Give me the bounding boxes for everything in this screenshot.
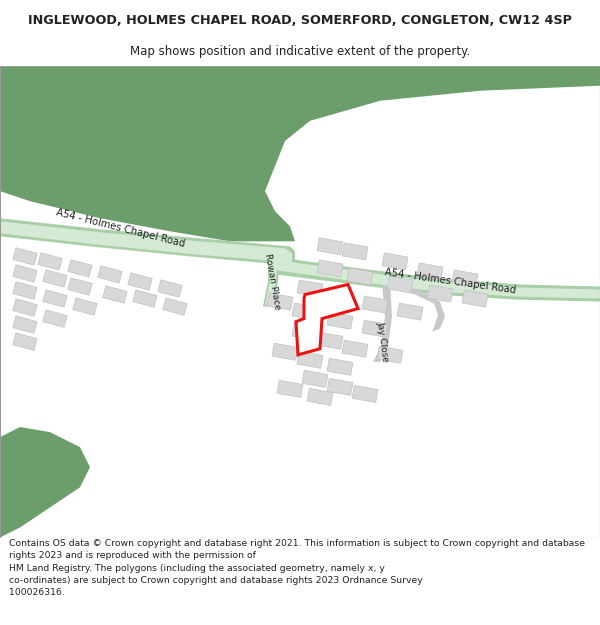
- Polygon shape: [327, 358, 353, 376]
- Polygon shape: [267, 293, 293, 310]
- Polygon shape: [13, 299, 37, 316]
- Polygon shape: [13, 333, 37, 351]
- Polygon shape: [373, 279, 392, 362]
- Text: A54 - Holmes Chapel Road: A54 - Holmes Chapel Road: [383, 268, 517, 296]
- Polygon shape: [362, 296, 388, 313]
- Polygon shape: [317, 260, 343, 277]
- Polygon shape: [327, 378, 353, 396]
- Text: INGLEWOOD, HOLMES CHAPEL ROAD, SOMERFORD, CONGLETON, CW12 4SP: INGLEWOOD, HOLMES CHAPEL ROAD, SOMERFORD…: [28, 14, 572, 28]
- Polygon shape: [397, 303, 423, 320]
- Polygon shape: [327, 312, 353, 329]
- Polygon shape: [292, 323, 318, 340]
- Polygon shape: [362, 320, 388, 338]
- Polygon shape: [377, 346, 403, 363]
- Text: Jay Close: Jay Close: [376, 321, 391, 362]
- Polygon shape: [265, 253, 278, 304]
- Polygon shape: [317, 332, 343, 349]
- Polygon shape: [13, 316, 37, 333]
- Polygon shape: [296, 284, 358, 355]
- Text: A54 - Holmes Chapel Road: A54 - Holmes Chapel Road: [55, 208, 185, 249]
- Text: Rowan Place: Rowan Place: [263, 253, 281, 311]
- Polygon shape: [128, 272, 152, 290]
- Polygon shape: [68, 278, 92, 295]
- Polygon shape: [98, 266, 122, 283]
- Polygon shape: [352, 386, 378, 402]
- Polygon shape: [263, 251, 280, 307]
- Polygon shape: [462, 290, 488, 307]
- Polygon shape: [452, 270, 478, 287]
- Polygon shape: [43, 290, 67, 308]
- Polygon shape: [417, 263, 443, 280]
- Polygon shape: [13, 265, 37, 282]
- Polygon shape: [297, 280, 323, 297]
- Polygon shape: [103, 286, 127, 303]
- Polygon shape: [38, 253, 62, 270]
- Polygon shape: [158, 280, 182, 298]
- Polygon shape: [277, 381, 303, 398]
- Polygon shape: [297, 351, 323, 368]
- Polygon shape: [292, 303, 318, 320]
- Polygon shape: [382, 253, 408, 270]
- Text: Map shows position and indicative extent of the property.: Map shows position and indicative extent…: [130, 45, 470, 58]
- Polygon shape: [133, 290, 157, 308]
- Polygon shape: [342, 243, 368, 260]
- Polygon shape: [302, 371, 328, 388]
- Polygon shape: [317, 238, 343, 255]
- Polygon shape: [0, 66, 600, 241]
- Polygon shape: [387, 276, 413, 293]
- Polygon shape: [13, 248, 37, 265]
- Polygon shape: [347, 268, 373, 285]
- Polygon shape: [427, 285, 453, 302]
- Polygon shape: [327, 288, 353, 305]
- Polygon shape: [43, 270, 67, 287]
- Polygon shape: [0, 427, 90, 538]
- Polygon shape: [163, 298, 187, 315]
- Polygon shape: [0, 221, 292, 263]
- Polygon shape: [272, 343, 298, 360]
- Polygon shape: [13, 282, 37, 299]
- Polygon shape: [73, 298, 97, 315]
- Polygon shape: [43, 310, 67, 328]
- Text: Contains OS data © Crown copyright and database right 2021. This information is : Contains OS data © Crown copyright and d…: [9, 539, 585, 597]
- Polygon shape: [270, 259, 600, 299]
- Polygon shape: [307, 388, 333, 406]
- Polygon shape: [0, 218, 295, 266]
- Polygon shape: [385, 281, 445, 332]
- Polygon shape: [342, 340, 368, 357]
- Polygon shape: [68, 260, 92, 277]
- Polygon shape: [268, 256, 600, 301]
